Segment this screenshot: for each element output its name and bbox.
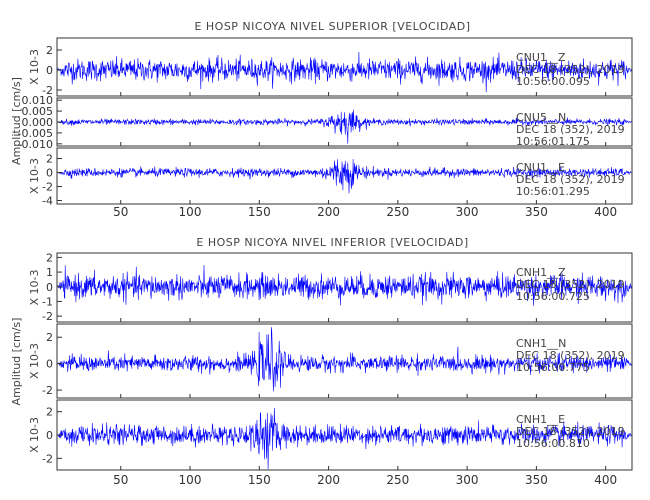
y-tick-label: 0	[46, 358, 53, 371]
panel-frame	[56, 37, 633, 97]
chart-title: E HOSP NICOYA NIVEL INFERIOR [VELOCIDAD]	[196, 236, 468, 249]
x-tick-label: 200	[317, 473, 340, 487]
trace-cnh1-z	[56, 265, 633, 306]
y-tick-label: 0.010	[22, 94, 54, 107]
time-label: 10:56:00.725	[516, 290, 590, 303]
date-label: DEC 18 (352), 2019	[516, 123, 625, 136]
time-label: 10:56:00.095	[516, 75, 590, 88]
date-label: DEC 18 (352), 2019	[516, 349, 625, 362]
channel-label: CNU1__Z	[516, 51, 566, 64]
chart-title: E HOSP NICOYA NIVEL SUPERIOR [VELOCIDAD]	[194, 20, 470, 33]
y-tick-label: 0.005	[22, 105, 54, 118]
x-tick-label: 150	[248, 205, 271, 219]
y-axis-label: Amplitud [cm/s]	[10, 318, 23, 406]
y-tick-label: -2	[42, 84, 53, 97]
y-tick-label: 2	[46, 406, 53, 419]
trace-cnu1-z	[56, 51, 633, 93]
y-tick-label: 2	[46, 251, 53, 264]
x-tick-label: 50	[113, 205, 128, 219]
channel-label: CNH1__E	[516, 413, 565, 426]
x-tick-label: 300	[456, 473, 479, 487]
time-label: 10:56:00.775	[516, 361, 590, 374]
time-label: 10:56:01.175	[516, 135, 590, 148]
y-tick-label: 0	[46, 281, 53, 294]
y-tick-label: -0.005	[18, 127, 53, 140]
panel-frame	[56, 323, 633, 399]
y-tick-label: 0	[46, 64, 53, 77]
channel-label: CNU1__E	[516, 161, 565, 174]
x-tick-label: 400	[594, 205, 617, 219]
date-label: DEC 18 (352), 2019	[516, 278, 625, 291]
y-tick-label: 1	[46, 266, 53, 279]
y-axis-label: Amplitud [cm/s]	[10, 77, 23, 165]
y-tick-label: -1	[42, 295, 53, 308]
y-tick-label: 2	[46, 153, 53, 166]
x-tick-label: 200	[317, 205, 340, 219]
trace-cnh1-e	[56, 407, 633, 470]
y-scale-label: X 10-3	[28, 417, 41, 453]
y-tick-label: -2	[42, 181, 53, 194]
y-scale-label: X 10-3	[28, 158, 41, 194]
time-label: 10:56:01.295	[516, 185, 590, 198]
x-tick-label: 100	[179, 473, 202, 487]
x-tick-label: 50	[113, 473, 128, 487]
y-tick-label: 0.000	[22, 116, 54, 129]
y-tick-label: 2	[46, 44, 53, 57]
x-tick-label: 250	[386, 205, 409, 219]
time-label: 10:56:00.810	[516, 437, 590, 450]
x-tick-label: 100	[179, 205, 202, 219]
x-tick-label: 400	[594, 473, 617, 487]
y-scale-label: X 10-3	[28, 343, 41, 379]
trace-cnu5-n	[56, 109, 633, 144]
y-tick-label: -2	[42, 310, 53, 323]
y-tick-label: 0	[46, 429, 53, 442]
x-tick-label: 350	[525, 205, 548, 219]
y-tick-label: 2	[46, 331, 53, 344]
trace-cnh1-n	[56, 327, 633, 392]
y-tick-label: -0.010	[18, 138, 53, 151]
x-tick-label: 350	[525, 473, 548, 487]
channel-label: CNU5__N	[516, 111, 566, 124]
panel-frame	[56, 252, 633, 323]
y-tick-label: 0	[46, 167, 53, 180]
y-scale-label: X 10-3	[28, 270, 41, 306]
x-tick-label: 150	[248, 473, 271, 487]
y-scale-label: X 10-3	[28, 49, 41, 85]
y-tick-label: -2	[42, 384, 53, 397]
x-tick-label: 300	[456, 205, 479, 219]
panel-frame	[56, 147, 633, 205]
trace-cnu1-e	[57, 159, 633, 194]
channel-label: CNH1__N	[516, 337, 566, 350]
y-tick-label: -4	[42, 195, 53, 208]
y-tick-label: -2	[42, 452, 53, 465]
channel-label: CNH1__Z	[516, 266, 566, 279]
date-label: DEC 18 (352), 2019	[516, 425, 625, 438]
x-tick-label: 250	[386, 473, 409, 487]
date-label: DEC 18 (352), 2019	[516, 63, 625, 76]
date-label: DEC 18 (352), 2019	[516, 173, 625, 186]
